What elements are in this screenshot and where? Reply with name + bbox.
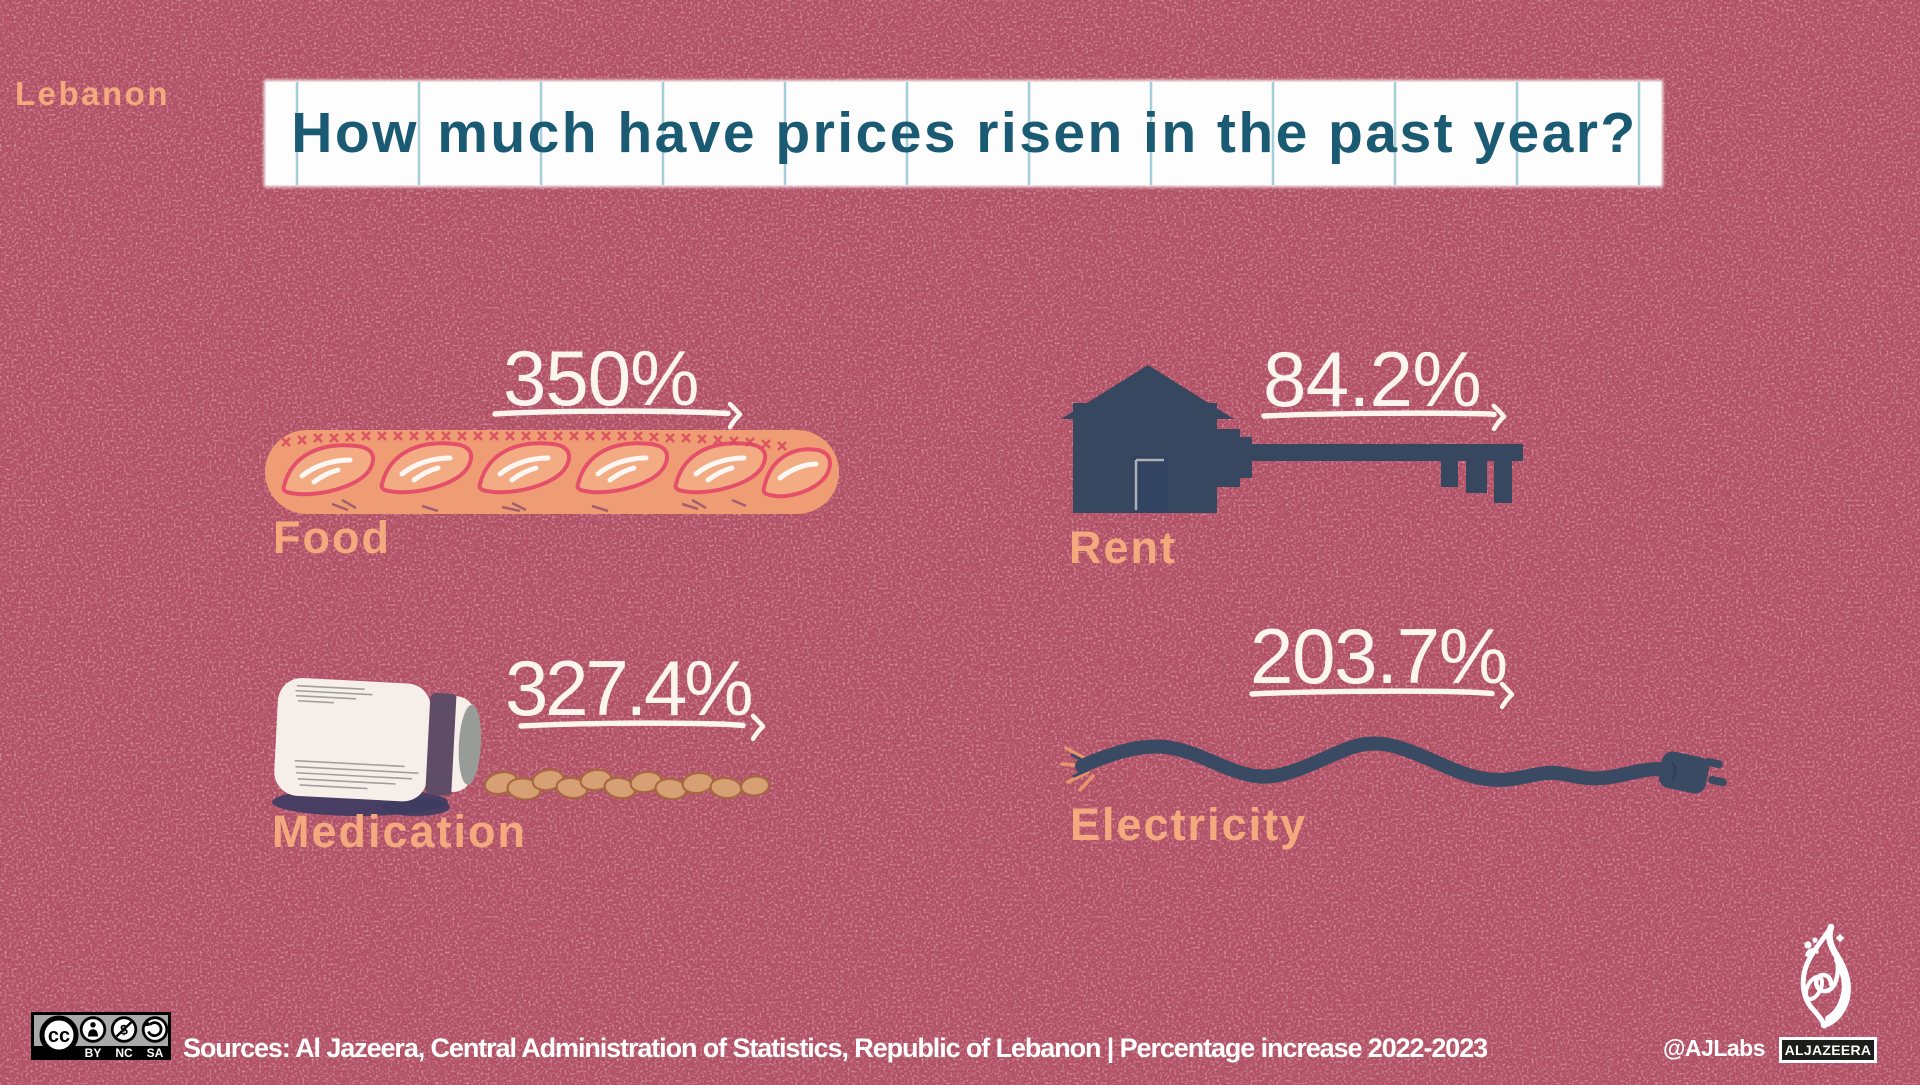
svg-text:NC: NC (115, 1046, 133, 1060)
svg-text:BY: BY (85, 1046, 102, 1060)
svg-text:cc: cc (48, 1025, 70, 1047)
svg-text:SA: SA (147, 1046, 164, 1060)
